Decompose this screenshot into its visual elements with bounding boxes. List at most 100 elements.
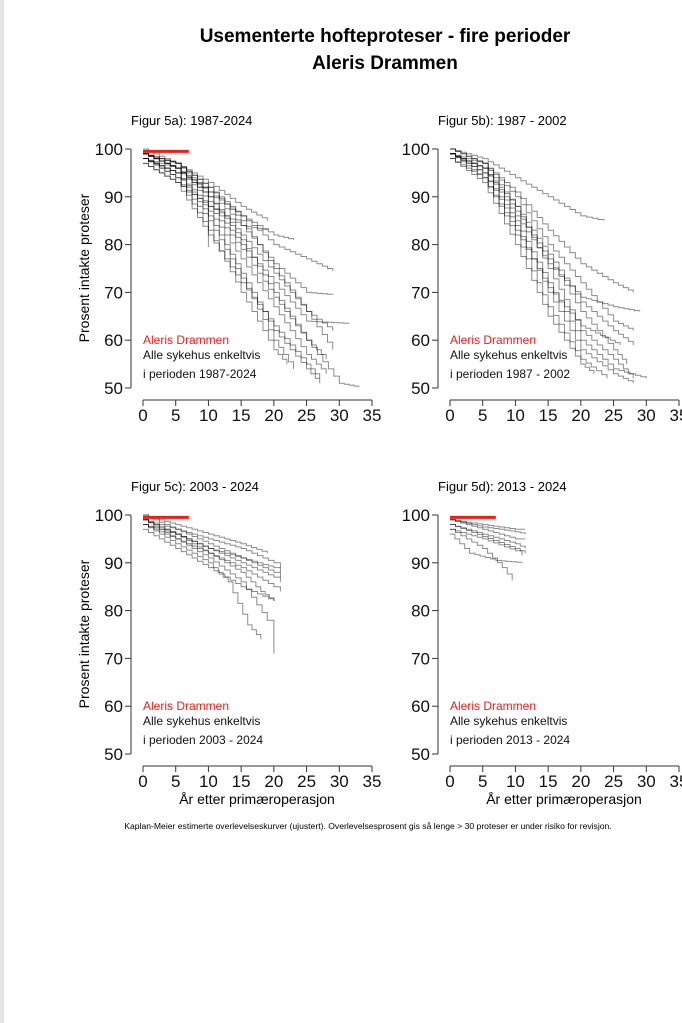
legend-highlight: Aleris Drammen <box>143 333 229 347</box>
hospital-curve <box>450 158 621 345</box>
hospital-curve <box>450 148 634 331</box>
x-tick-label: 35 <box>670 772 682 791</box>
panel-d: Figur 5d): 2013 - 2024 År etter primærope… <box>402 479 682 807</box>
legend-highlight: Aleris Drammen <box>450 333 536 347</box>
hospital-curve <box>143 514 268 554</box>
x-tick-label: 30 <box>637 406 656 425</box>
hospital-curve <box>143 153 360 387</box>
legend-others-line2: i perioden 2003 - 2024 <box>143 733 263 747</box>
x-tick-label: 10 <box>199 406 218 425</box>
hospital-curve <box>143 528 275 601</box>
hospital-curve <box>450 153 628 365</box>
panel-b: Figur 5b): 1987 - 2002 50 60 70 80 90 100 0 5 10 1… <box>402 113 682 425</box>
x-tick-label: 30 <box>637 772 656 791</box>
legend-highlight: Aleris Drammen <box>450 699 536 713</box>
panel-a: Figur 5a): 1987-2024 Prosent intakte prot… <box>76 113 381 425</box>
hospital-curve <box>143 524 262 640</box>
y-tick-label: 90 <box>104 188 123 207</box>
y-tick-label: 50 <box>104 379 123 398</box>
legend-others-line1: Alle sykehus enkeltvis <box>143 714 260 728</box>
hospital-curve <box>143 153 334 350</box>
hospital-curve <box>450 153 641 312</box>
hospital-curve <box>450 519 526 540</box>
legend-others-line1: Alle sykehus enkeltvis <box>450 348 567 362</box>
y-tick-label: 80 <box>411 236 430 255</box>
hospital-curve <box>143 153 334 295</box>
hospital-curve <box>143 158 288 365</box>
legend-others-line1: Alle sykehus enkeltvis <box>143 348 260 362</box>
y-tick-label: 70 <box>104 649 123 668</box>
hospital-curve <box>450 519 526 530</box>
y-tick-label: 90 <box>411 188 430 207</box>
hospital-curve <box>143 519 281 582</box>
y-tick-label: 90 <box>411 554 430 573</box>
x-tick-label: 10 <box>199 772 218 791</box>
panel-title: Figur 5a): 1987-2024 <box>131 113 252 128</box>
x-tick-label: 35 <box>670 406 682 425</box>
hospital-curve <box>143 153 334 331</box>
hospital-curve <box>450 519 526 535</box>
hospital-curve <box>450 533 523 563</box>
panel-c: Figur 5c): 2003 - 2024 Prosent intakte pr… <box>76 479 381 807</box>
x-tick-label: 35 <box>363 406 382 425</box>
panel-title: Figur 5d): 2013 - 2024 <box>438 479 567 494</box>
page-edge <box>0 0 4 1023</box>
x-tick-label: 15 <box>232 406 251 425</box>
y-tick-label: 100 <box>95 506 123 525</box>
x-tick-label: 15 <box>232 772 251 791</box>
x-axis-label: År etter primæroperasjon <box>179 791 335 807</box>
x-tick-label: 0 <box>138 772 147 791</box>
hospital-curve <box>143 158 294 369</box>
hospital-curve <box>450 528 513 581</box>
y-tick-label: 50 <box>411 379 430 398</box>
hospital-curve <box>143 524 275 654</box>
x-tick-label: 5 <box>171 772 180 791</box>
legend-others-line2: i perioden 1987-2024 <box>143 367 257 381</box>
y-tick-label: 100 <box>402 506 430 525</box>
x-tick-label: 30 <box>330 406 349 425</box>
hospital-curve <box>450 153 608 379</box>
y-axis-label: Prosent intakte proteser <box>76 193 92 342</box>
x-tick-label: 5 <box>478 772 487 791</box>
hospital-curve <box>143 524 281 578</box>
hospital-curve <box>143 519 281 573</box>
hospital-curve <box>143 162 268 231</box>
hospital-curve <box>450 153 647 379</box>
y-tick-label: 80 <box>411 602 430 621</box>
y-tick-label: 60 <box>411 331 430 350</box>
x-tick-label: 35 <box>363 772 382 791</box>
x-axis-label: År etter primæroperasjon <box>486 791 642 807</box>
x-tick-label: 15 <box>539 406 558 425</box>
hospital-curve <box>143 514 281 568</box>
x-tick-label: 10 <box>506 406 525 425</box>
hospital-curve <box>450 524 526 549</box>
hospital-curve <box>143 153 294 240</box>
y-tick-label: 70 <box>104 283 123 302</box>
x-tick-label: 0 <box>445 406 454 425</box>
y-tick-label: 70 <box>411 649 430 668</box>
hospital-curve <box>450 148 634 345</box>
x-tick-label: 0 <box>138 406 147 425</box>
x-tick-label: 0 <box>445 772 454 791</box>
hospital-curve <box>143 162 321 379</box>
x-tick-label: 20 <box>571 406 590 425</box>
y-tick-label: 50 <box>104 745 123 764</box>
x-tick-label: 15 <box>539 772 558 791</box>
hospital-curve <box>450 153 634 384</box>
footnote: Kaplan-Meier estimerte overlevelseskurve… <box>124 821 611 831</box>
y-tick-label: 90 <box>104 554 123 573</box>
y-tick-label: 60 <box>104 331 123 350</box>
hospital-curve <box>143 519 275 601</box>
main-title: Usementerte hofteproteser - fire periode… <box>200 26 571 47</box>
hospital-curve <box>450 524 526 554</box>
y-tick-label: 60 <box>104 697 123 716</box>
hospital-curve <box>143 158 209 247</box>
hospital-curve <box>143 158 327 360</box>
x-tick-label: 5 <box>171 406 180 425</box>
hospital-curve <box>450 158 595 374</box>
legend-others-line2: i perioden 1987 - 2002 <box>450 367 570 381</box>
x-tick-label: 20 <box>264 772 283 791</box>
main-subtitle: Aleris Drammen <box>312 53 458 74</box>
panel-title: Figur 5c): 2003 - 2024 <box>131 479 259 494</box>
